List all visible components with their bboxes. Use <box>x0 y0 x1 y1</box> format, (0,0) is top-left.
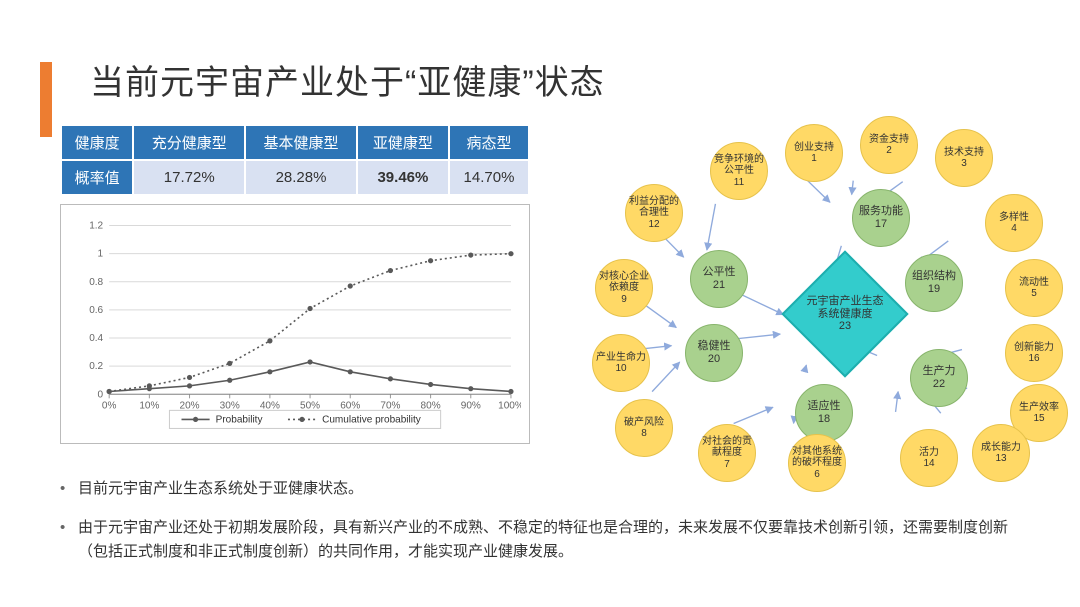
diagram-green-node: 公平性21 <box>690 250 748 308</box>
diagram-green-node: 组织结构19 <box>905 254 963 312</box>
svg-text:20%: 20% <box>179 400 199 411</box>
diagram-yellow-node: 竞争环境的公平性11 <box>710 142 768 200</box>
svg-text:0.2: 0.2 <box>89 361 103 372</box>
right-column: 元宇宙产业生态系统健康度23服务功能17 公平性21 组织结构19 稳健性20 适应性1… <box>540 124 1020 464</box>
diagram-yellow-node: 创业支持1 <box>785 124 843 182</box>
table-cell: 17.72% <box>133 160 245 195</box>
svg-text:Cumulative probability: Cumulative probability <box>322 414 421 425</box>
diagram-yellow-node: 多样性4 <box>985 194 1043 252</box>
bullet-item: 由于元宇宙产业还处于初期发展阶段，具有新兴产业的不成熟、不稳定的特征也是合理的，… <box>60 516 1020 566</box>
svg-text:10%: 10% <box>139 400 159 411</box>
table-cell: 14.70% <box>449 160 529 195</box>
svg-text:0.8: 0.8 <box>89 277 103 288</box>
col-header: 亚健康型 <box>357 125 449 160</box>
diagram-green-node: 服务功能17 <box>852 189 910 247</box>
probability-table: 健康度 充分健康型 基本健康型 亚健康型 病态型 概率值 17.72% 28.2… <box>60 124 530 196</box>
diagram-yellow-node: 成长能力13 <box>972 424 1030 482</box>
diagram-yellow-node: 利益分配的合理性12 <box>625 184 683 242</box>
svg-text:0.4: 0.4 <box>89 333 103 344</box>
page-title: 当前元宇宙产业处于“亚健康”状态 <box>90 55 1020 104</box>
diagram-yellow-node: 破产风险8 <box>615 399 673 457</box>
svg-text:90%: 90% <box>461 400 481 411</box>
col-header: 充分健康型 <box>133 125 245 160</box>
network-diagram: 元宇宙产业生态系统健康度23服务功能17 公平性21 组织结构19 稳健性20 适应性1… <box>540 124 1020 464</box>
svg-text:100%: 100% <box>498 400 521 411</box>
diagram-yellow-node: 对核心企业依赖度9 <box>595 259 653 317</box>
left-column: 健康度 充分健康型 基本健康型 亚健康型 病态型 概率值 17.72% 28.2… <box>60 124 530 464</box>
svg-text:70%: 70% <box>380 400 400 411</box>
svg-text:40%: 40% <box>260 400 280 411</box>
diagram-green-node: 生产力22 <box>910 349 968 407</box>
svg-text:80%: 80% <box>421 400 441 411</box>
table-cell-highlight: 39.46% <box>357 160 449 195</box>
svg-text:60%: 60% <box>340 400 360 411</box>
table-header-row: 健康度 充分健康型 基本健康型 亚健康型 病态型 <box>61 125 529 160</box>
svg-text:0: 0 <box>98 389 104 400</box>
bullet-item: 目前元宇宙产业生态系统处于亚健康状态。 <box>60 477 1020 502</box>
bullet-list: 目前元宇宙产业生态系统处于亚健康状态。 由于元宇宙产业还处于初期发展阶段，具有新… <box>60 477 1020 579</box>
diagram-center-node: 元宇宙产业生态系统健康度23 <box>781 250 908 377</box>
svg-text:Probability: Probability <box>216 414 263 425</box>
diagram-yellow-node: 创新能力16 <box>1005 324 1063 382</box>
svg-text:30%: 30% <box>220 400 240 411</box>
chart-svg: 0 0.2 0.4 0.6 0.8 1 1.2 0% 10% 20% 30% 40% 50% 60% 70%… <box>69 213 521 439</box>
table-row: 概率值 17.72% 28.28% 39.46% 14.70% <box>61 160 529 195</box>
probability-chart: 0 0.2 0.4 0.6 0.8 1 1.2 0% 10% 20% 30% 40% 50% 60% 70%… <box>60 204 530 444</box>
diagram-yellow-node: 流动性5 <box>1005 259 1063 317</box>
slide: 当前元宇宙产业处于“亚健康”状态 健康度 充分健康型 基本健康型 亚健康型 病态… <box>0 0 1080 607</box>
svg-text:0.6: 0.6 <box>89 305 103 316</box>
svg-text:1.2: 1.2 <box>89 221 103 232</box>
diagram-yellow-node: 资金支持2 <box>860 116 918 174</box>
diagram-green-node: 稳健性20 <box>685 324 743 382</box>
diagram-yellow-node: 技术支持3 <box>935 129 993 187</box>
col-header: 病态型 <box>449 125 529 160</box>
content-row: 健康度 充分健康型 基本健康型 亚健康型 病态型 概率值 17.72% 28.2… <box>60 124 1020 464</box>
svg-text:50%: 50% <box>300 400 320 411</box>
diagram-yellow-node: 产业生命力10 <box>592 334 650 392</box>
table-cell: 28.28% <box>245 160 357 195</box>
table-corner: 健康度 <box>61 125 133 160</box>
row-header: 概率值 <box>61 160 133 195</box>
svg-text:0%: 0% <box>102 400 117 411</box>
col-header: 基本健康型 <box>245 125 357 160</box>
diagram-yellow-node: 对社会的贡献程度7 <box>698 424 756 482</box>
diagram-green-node: 适应性18 <box>795 384 853 442</box>
svg-text:1: 1 <box>98 249 104 260</box>
accent-bar <box>40 62 52 137</box>
